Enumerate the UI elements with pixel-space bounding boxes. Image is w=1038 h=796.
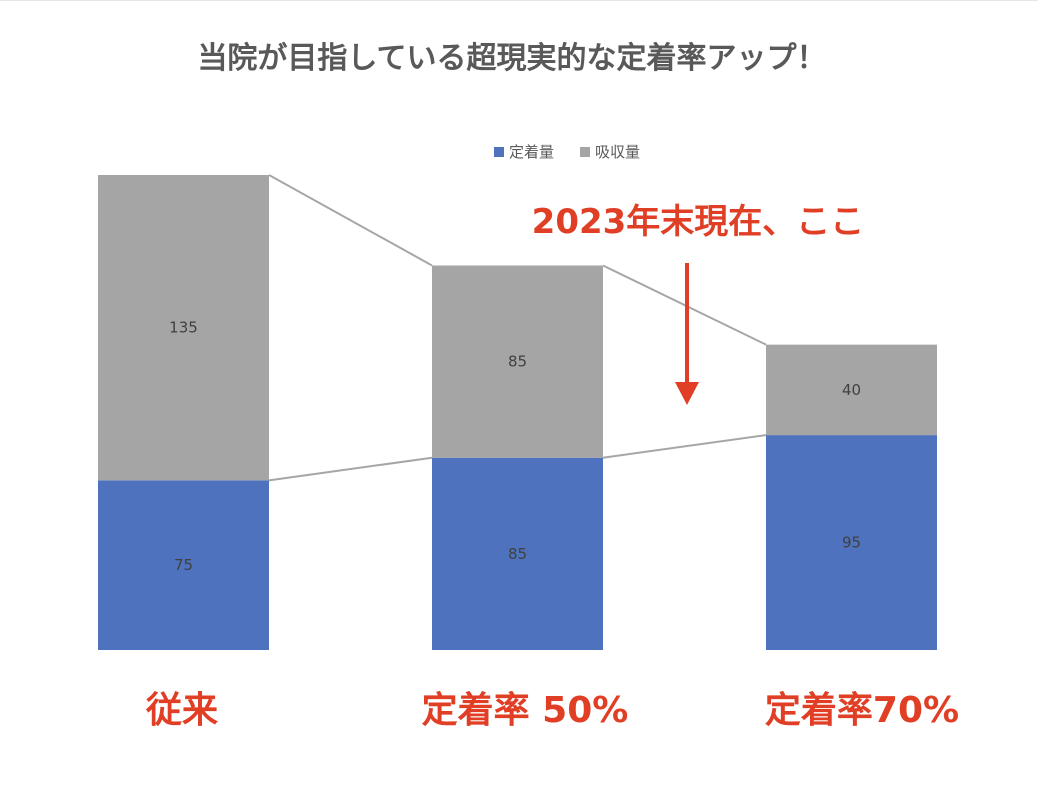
data-label-absorbed-2: 40: [842, 381, 861, 399]
series-line-fixed-1: [602, 434, 767, 459]
category-label-0: 従来: [145, 690, 218, 731]
bar-segment-fixed-1: [432, 457, 603, 650]
data-label-absorbed-0: 135: [169, 319, 198, 337]
down-arrow-icon: [675, 382, 699, 405]
data-label-absorbed-1: 85: [508, 353, 527, 371]
category-label-2: 定着率70%: [765, 690, 959, 731]
chart-title: 当院が目指している超現実的な定着率アップ！: [197, 41, 826, 76]
data-label-fixed-0: 75: [174, 556, 193, 574]
data-labels: 75 135 85 85 95 40: [169, 319, 861, 575]
annotation-text: 2023年末現在、ここ: [532, 202, 865, 242]
legend-swatch-absorbed: [580, 147, 590, 157]
bar-segment-absorbed-0: [98, 175, 269, 481]
legend-label-fixed: 定着量: [509, 143, 554, 161]
top-border: [0, 0, 1038, 1]
series-line-fixed-0: [268, 456, 433, 482]
data-label-fixed-2: 95: [842, 534, 861, 552]
bar-segment-absorbed-2: [766, 344, 937, 436]
legend-label-absorbed: 吸収量: [595, 143, 640, 161]
series-line-top-0: [268, 174, 433, 267]
chart-legend: 定着量 吸収量: [494, 143, 640, 161]
annotation: 2023年末現在、ここ: [532, 202, 865, 405]
bar-segment-absorbed-1: [432, 265, 603, 458]
series-line-top-1: [602, 264, 767, 346]
category-labels: 従来 定着率 50% 定着率70%: [145, 690, 959, 731]
bar-segment-fixed-2: [766, 435, 937, 650]
bars: [98, 175, 937, 650]
bar-segment-fixed-0: [98, 480, 269, 650]
legend-swatch-fixed: [494, 147, 504, 157]
data-label-fixed-1: 85: [508, 545, 527, 563]
category-label-1: 定着率 50%: [422, 690, 629, 731]
series-lines: [268, 174, 767, 482]
